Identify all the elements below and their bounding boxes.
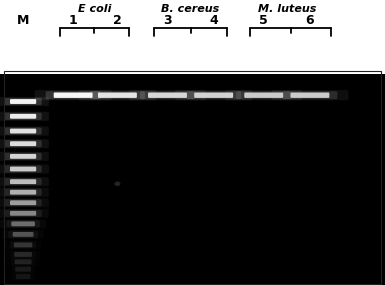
FancyBboxPatch shape (14, 252, 32, 257)
Text: 4: 4 (209, 14, 218, 27)
FancyBboxPatch shape (10, 166, 36, 171)
FancyBboxPatch shape (129, 90, 206, 100)
FancyBboxPatch shape (186, 91, 241, 99)
Text: 2: 2 (113, 14, 122, 27)
FancyBboxPatch shape (10, 99, 36, 104)
FancyBboxPatch shape (5, 153, 42, 160)
FancyBboxPatch shape (0, 127, 49, 136)
FancyBboxPatch shape (10, 241, 36, 249)
FancyBboxPatch shape (79, 90, 156, 100)
FancyBboxPatch shape (15, 259, 32, 264)
FancyBboxPatch shape (10, 154, 36, 159)
FancyBboxPatch shape (3, 230, 44, 239)
Text: 6: 6 (306, 14, 314, 27)
FancyBboxPatch shape (10, 141, 36, 146)
Circle shape (114, 182, 121, 186)
Text: 5: 5 (259, 14, 268, 27)
FancyBboxPatch shape (5, 178, 42, 185)
FancyBboxPatch shape (10, 211, 36, 216)
FancyBboxPatch shape (10, 114, 36, 119)
FancyBboxPatch shape (8, 231, 38, 238)
FancyBboxPatch shape (244, 92, 283, 98)
FancyBboxPatch shape (11, 258, 35, 265)
FancyBboxPatch shape (8, 264, 38, 274)
FancyBboxPatch shape (5, 165, 42, 173)
FancyBboxPatch shape (0, 164, 49, 174)
FancyBboxPatch shape (0, 112, 49, 121)
FancyBboxPatch shape (291, 92, 330, 98)
FancyBboxPatch shape (5, 199, 42, 206)
FancyBboxPatch shape (0, 177, 49, 186)
FancyBboxPatch shape (5, 127, 42, 135)
FancyBboxPatch shape (14, 243, 32, 247)
FancyBboxPatch shape (90, 91, 145, 99)
FancyBboxPatch shape (5, 240, 41, 249)
FancyBboxPatch shape (0, 139, 49, 148)
Bar (4, 71, 381, 284)
FancyBboxPatch shape (10, 179, 36, 184)
FancyBboxPatch shape (5, 189, 42, 196)
Text: B. cereus: B. cereus (161, 4, 220, 14)
Text: M. luteus: M. luteus (258, 4, 316, 14)
FancyBboxPatch shape (140, 91, 195, 99)
FancyBboxPatch shape (175, 90, 252, 100)
FancyBboxPatch shape (15, 267, 31, 272)
Text: 3: 3 (163, 14, 172, 27)
FancyBboxPatch shape (12, 221, 35, 226)
FancyBboxPatch shape (35, 90, 112, 100)
FancyBboxPatch shape (16, 274, 30, 279)
FancyBboxPatch shape (9, 272, 37, 281)
FancyBboxPatch shape (10, 200, 36, 205)
FancyBboxPatch shape (6, 220, 40, 227)
FancyBboxPatch shape (6, 250, 40, 259)
FancyBboxPatch shape (225, 90, 302, 100)
FancyBboxPatch shape (5, 210, 42, 217)
FancyBboxPatch shape (5, 113, 42, 120)
FancyBboxPatch shape (13, 273, 33, 280)
FancyBboxPatch shape (12, 266, 35, 273)
Bar (0, 74, 385, 285)
FancyBboxPatch shape (0, 198, 49, 207)
FancyBboxPatch shape (98, 92, 137, 98)
FancyBboxPatch shape (10, 129, 36, 133)
FancyBboxPatch shape (54, 92, 92, 98)
FancyBboxPatch shape (0, 152, 49, 161)
FancyBboxPatch shape (10, 190, 36, 195)
FancyBboxPatch shape (46, 91, 101, 99)
Text: M: M (17, 14, 29, 27)
FancyBboxPatch shape (236, 91, 291, 99)
FancyBboxPatch shape (7, 257, 40, 266)
FancyBboxPatch shape (0, 97, 49, 106)
FancyBboxPatch shape (271, 90, 348, 100)
Text: E coli: E coli (77, 4, 111, 14)
FancyBboxPatch shape (148, 92, 187, 98)
Text: 1: 1 (69, 14, 77, 27)
Bar (0, 0, 385, 74)
FancyBboxPatch shape (0, 209, 49, 218)
FancyBboxPatch shape (10, 251, 36, 258)
FancyBboxPatch shape (5, 98, 42, 105)
FancyBboxPatch shape (194, 92, 233, 98)
FancyBboxPatch shape (0, 188, 49, 197)
FancyBboxPatch shape (13, 232, 33, 237)
FancyBboxPatch shape (5, 140, 42, 147)
FancyBboxPatch shape (0, 219, 46, 228)
FancyBboxPatch shape (283, 91, 337, 99)
